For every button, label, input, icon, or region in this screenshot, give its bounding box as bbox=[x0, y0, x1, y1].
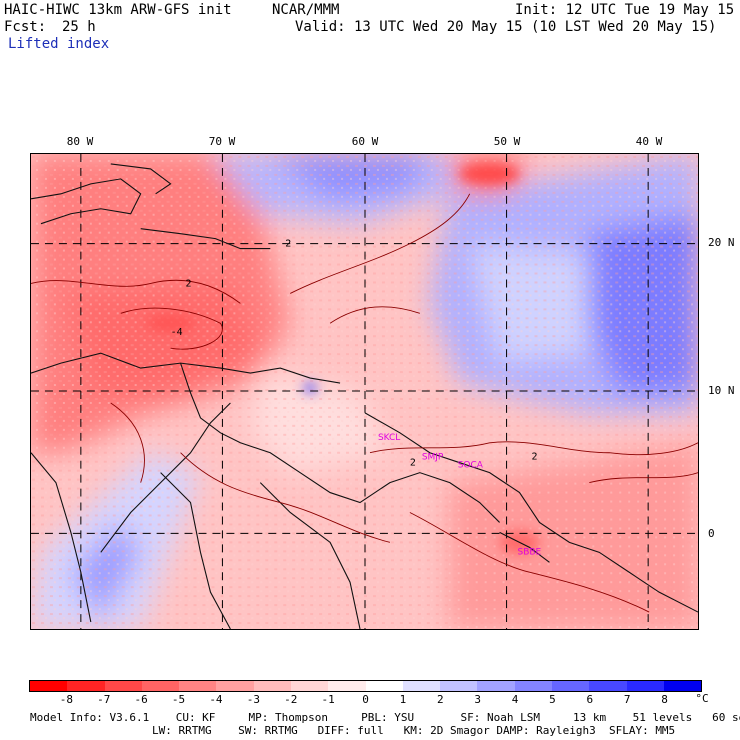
colorbar-tick-label: 5 bbox=[549, 693, 556, 706]
colorbar-segment bbox=[253, 681, 291, 691]
colorbar-segment bbox=[402, 681, 441, 691]
colorbar-tick-label: 8 bbox=[661, 693, 668, 706]
station-sbbe: SBBE bbox=[518, 547, 542, 557]
lon-label-60w: 60 W bbox=[351, 135, 379, 148]
colorbar-tick-label: -5 bbox=[171, 693, 186, 706]
colorbar-segment bbox=[477, 681, 515, 691]
colorbar-tick-label: -2 bbox=[284, 693, 298, 706]
agency-label: NCAR/MMM bbox=[272, 2, 340, 18]
colorbar-tick-label: 2 bbox=[436, 693, 444, 706]
colorbar-tick-label: -3 bbox=[246, 693, 260, 706]
colorbar-segment bbox=[179, 681, 217, 691]
colorbar-segment bbox=[290, 681, 329, 691]
colorbar-tick-label: 6 bbox=[586, 693, 594, 706]
lon-label-80w: 80 W bbox=[66, 135, 94, 148]
valid-time: Valid: 13 UTC Wed 20 May 15 (10 LST Wed … bbox=[295, 19, 717, 35]
colorbar-segment bbox=[328, 681, 366, 691]
colorbar-segment bbox=[67, 681, 105, 691]
colorbar-segment bbox=[104, 681, 142, 691]
lon-label-70w: 70 W bbox=[208, 135, 236, 148]
init-time: Init: 12 UTC Tue 19 May 15 bbox=[515, 2, 735, 18]
contour-label: 2 bbox=[410, 458, 416, 469]
colorbar-tick-label: -8 bbox=[59, 693, 73, 706]
colorbar-tick-label: -6 bbox=[134, 693, 148, 706]
colorbar-tick-label: 7 bbox=[623, 693, 631, 706]
contour-label: 2 bbox=[285, 239, 291, 250]
colorbar-segment bbox=[216, 681, 254, 691]
model-info-line2: LW: RRTMG SW: RRTMG DIFF: full KM: 2D Sm… bbox=[152, 724, 676, 737]
lat-label-10n: 10 N bbox=[708, 384, 735, 397]
station-smjp: SMJP bbox=[422, 453, 444, 463]
colorbar-unit: °C bbox=[695, 692, 709, 705]
field-name: Lifted index bbox=[8, 36, 110, 52]
colorbar-tick-label: -1 bbox=[321, 693, 335, 706]
lon-label-50w: 50 W bbox=[493, 135, 521, 148]
forecast-hour: 25 h bbox=[62, 19, 96, 35]
colorbar bbox=[29, 680, 702, 692]
colorbar-segment bbox=[589, 681, 627, 691]
model-title: HAIC-HIWC 13km ARW-GFS init bbox=[4, 2, 232, 18]
colorbar-segment bbox=[551, 681, 590, 691]
contour-label: 2 bbox=[186, 278, 192, 289]
station-skcl: SKCL bbox=[378, 433, 400, 443]
colorbar-segment bbox=[141, 681, 180, 691]
station-soca: SOCA bbox=[458, 461, 484, 471]
lon-label-40w: 40 W bbox=[635, 135, 663, 148]
colorbar-tick-label: -7 bbox=[97, 693, 111, 706]
colorbar-segment bbox=[440, 681, 478, 691]
colorbar-segment bbox=[365, 681, 403, 691]
colorbar-segment bbox=[663, 681, 702, 691]
colorbar-segment bbox=[626, 681, 664, 691]
lat-label-0: 0 bbox=[708, 527, 715, 540]
colorbar-tick-label: 1 bbox=[399, 693, 407, 706]
model-info-line1: Model Info: V3.6.1 CU: KF MP: Thompson P… bbox=[30, 711, 740, 724]
colorbar-segment bbox=[514, 681, 552, 691]
lat-label-20n: 20 N bbox=[708, 236, 735, 249]
colorbar-tick-label: 3 bbox=[474, 693, 481, 706]
colorbar-tick-label: -4 bbox=[209, 693, 223, 706]
colorbar-tick-label: 0 bbox=[362, 693, 369, 706]
contour-label: -4 bbox=[171, 327, 183, 338]
forecast-label: Fcst: bbox=[4, 19, 47, 35]
lifted-index-map: 2 2 2 2 -4 SKCL SMJP SOCA SBBE bbox=[30, 153, 699, 630]
contour-label: 2 bbox=[531, 452, 537, 463]
colorbar-segment bbox=[30, 681, 68, 691]
colorbar-tick-label: 4 bbox=[511, 693, 519, 706]
